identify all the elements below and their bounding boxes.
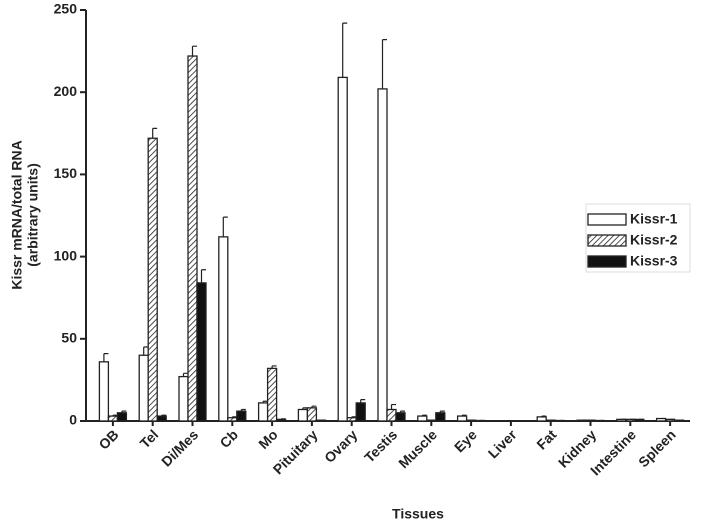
x-tick-label: Pituitary [270, 426, 321, 477]
y-tick-label: 100 [54, 247, 78, 263]
bar [337, 76, 348, 422]
bar [625, 418, 636, 422]
bar [576, 419, 587, 422]
x-tick-label: Eye [451, 426, 480, 455]
bar [585, 419, 596, 422]
bar [346, 417, 357, 422]
bar [634, 418, 645, 422]
bar [187, 55, 198, 422]
x-tick-label: Tel [137, 426, 162, 451]
y-tick-label: 150 [54, 165, 78, 181]
bar [377, 88, 388, 422]
y-tick-label: 0 [69, 412, 77, 428]
legend-label: Kissr-3 [630, 253, 678, 269]
x-tick-label: Ovary [321, 426, 361, 466]
y-tick-label: 250 [54, 1, 78, 17]
error-bar [342, 22, 348, 78]
bar [435, 412, 446, 422]
error-bar [191, 45, 197, 57]
x-tick-label: Muscle [395, 426, 440, 471]
bar [456, 415, 468, 422]
bar [355, 402, 366, 422]
error-bar [103, 352, 109, 362]
x-tick-label: Spleen [635, 426, 679, 470]
legend-swatch [587, 213, 627, 226]
legend-label: Kissr-1 [630, 211, 678, 227]
legend-swatch [587, 255, 627, 268]
bar [297, 408, 309, 422]
error-bar [143, 346, 149, 356]
bar [616, 418, 627, 422]
x-tick-label: Mo [255, 426, 281, 452]
bar [664, 418, 676, 422]
y-tick-label: 50 [61, 330, 77, 346]
bar [386, 408, 397, 422]
bar [536, 416, 547, 422]
bar [545, 419, 556, 422]
bar [138, 354, 149, 422]
x-tick-label: Di/Mes [158, 426, 201, 469]
bar [98, 361, 110, 422]
bar [156, 415, 167, 422]
legend-swatch [587, 234, 627, 247]
y-axis-title: Kissr mRNA/total RNA [9, 140, 25, 289]
legend-label: Kissr-2 [630, 232, 678, 248]
y-tick-label: 200 [54, 83, 78, 99]
bar [178, 375, 189, 422]
bar [236, 410, 247, 422]
bar [673, 419, 685, 422]
error-bar [381, 38, 387, 89]
bar [306, 407, 318, 422]
error-bar [200, 269, 206, 283]
bar [417, 415, 428, 422]
bar [266, 367, 278, 422]
bar [218, 236, 229, 422]
bar [107, 415, 119, 422]
error-bar [390, 403, 396, 410]
x-axis-title: Tissues [392, 506, 444, 522]
x-tick-label: Fat [533, 426, 559, 452]
error-bar [222, 216, 228, 237]
bar [257, 402, 269, 422]
y-axis-title: (arbitrary units) [25, 163, 41, 266]
bar [116, 412, 128, 422]
bar [196, 282, 207, 422]
bar [315, 419, 327, 422]
bar [395, 412, 406, 422]
x-tick-label: Cb [217, 426, 242, 451]
error-bar [152, 127, 158, 139]
bar [227, 417, 238, 422]
bar [147, 137, 158, 422]
x-tick-label: Liver [485, 426, 520, 461]
bar [426, 419, 437, 422]
bar [655, 417, 667, 422]
bar [275, 418, 287, 422]
bar [465, 419, 477, 422]
x-tick-label: OB [95, 426, 121, 452]
